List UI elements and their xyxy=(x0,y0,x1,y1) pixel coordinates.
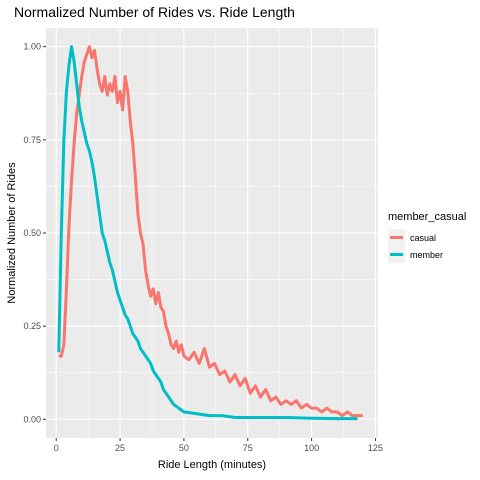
x-tick-label: 50 xyxy=(179,443,189,453)
y-tick-label: 0.75 xyxy=(23,135,41,145)
x-axis: 0 25 50 75 100 125 xyxy=(54,438,383,453)
chart-title: Normalized Number of Rides vs. Ride Leng… xyxy=(14,4,295,20)
legend-label-member: member xyxy=(410,250,443,260)
x-tick-label: 125 xyxy=(368,443,383,453)
legend-title: member_casual xyxy=(388,211,466,223)
legend-label-casual: casual xyxy=(410,233,436,243)
y-tick-label: 0.00 xyxy=(23,414,41,424)
x-tick-label: 25 xyxy=(115,443,125,453)
series-line-member xyxy=(57,45,358,421)
y-axis: 0.00 0.25 0.50 0.75 1.00 xyxy=(23,42,46,424)
y-tick-label: 0.25 xyxy=(23,321,41,331)
x-tick-label: 0 xyxy=(54,443,59,453)
y-tick-label: 0.50 xyxy=(23,228,41,238)
y-axis-title: Normalized Number of Rides xyxy=(6,162,18,304)
series-line-casual xyxy=(58,45,363,418)
y-tick-label: 1.00 xyxy=(23,42,41,52)
legend: member_casual casual member xyxy=(388,211,466,263)
major-gridlines xyxy=(46,28,378,438)
series-lines xyxy=(57,45,363,421)
x-tick-label: 100 xyxy=(304,443,319,453)
x-tick-label: 75 xyxy=(243,443,253,453)
x-axis-title: Ride Length (minutes) xyxy=(158,459,266,471)
